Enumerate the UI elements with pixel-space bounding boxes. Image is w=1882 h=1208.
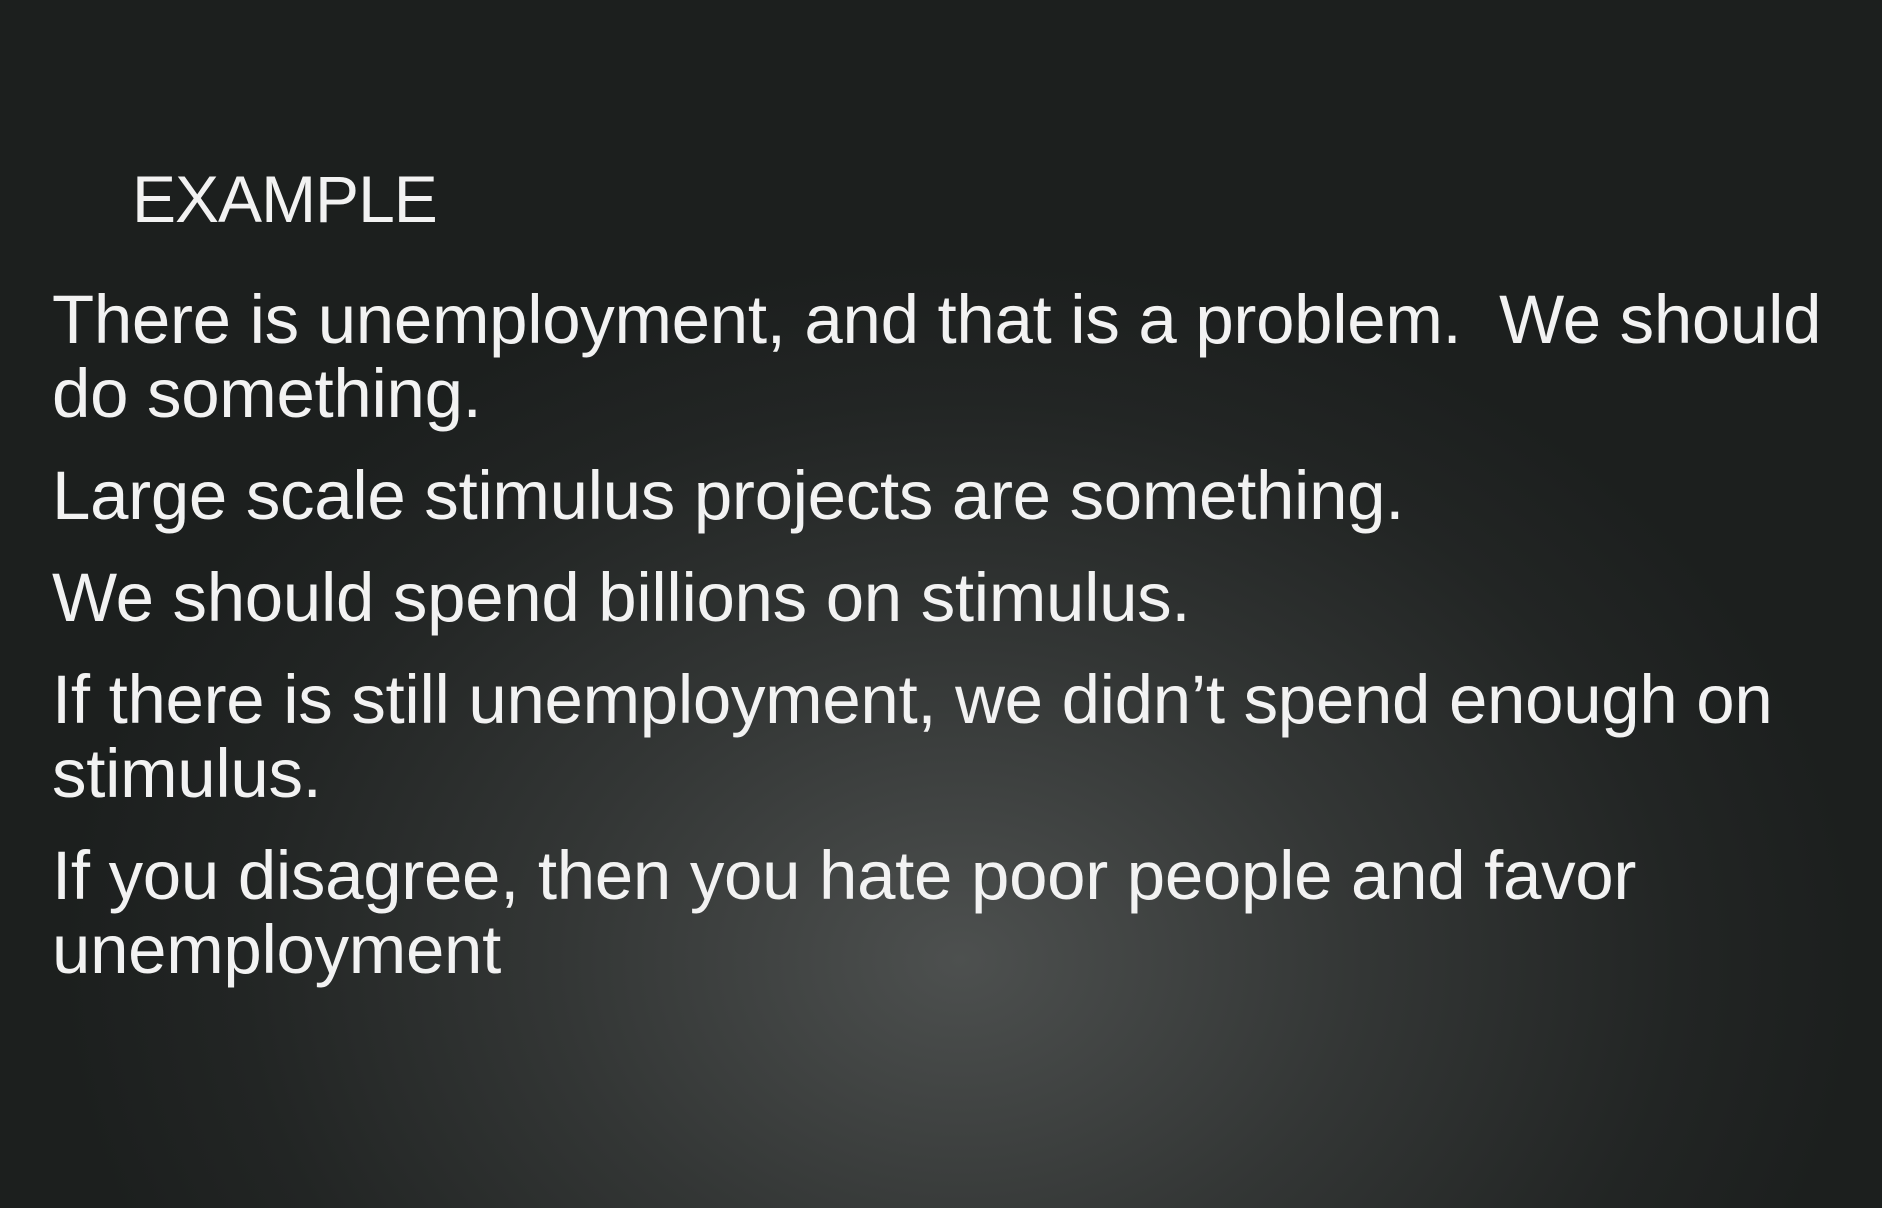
paragraph: There is unemployment, and that is a pro…	[52, 281, 1841, 432]
paragraph: We should spend billions on stimulus.	[52, 559, 1191, 636]
paragraph: If there is still unemployment, we didn’…	[52, 661, 1792, 812]
slide-body: There is unemployment, and that is a pro…	[52, 283, 1852, 1015]
paragraph: Large scale stimulus projects are someth…	[52, 457, 1405, 534]
paragraph: If you disagree, then you hate poor peop…	[52, 837, 1655, 988]
slide-title: EXAMPLE	[132, 162, 438, 236]
